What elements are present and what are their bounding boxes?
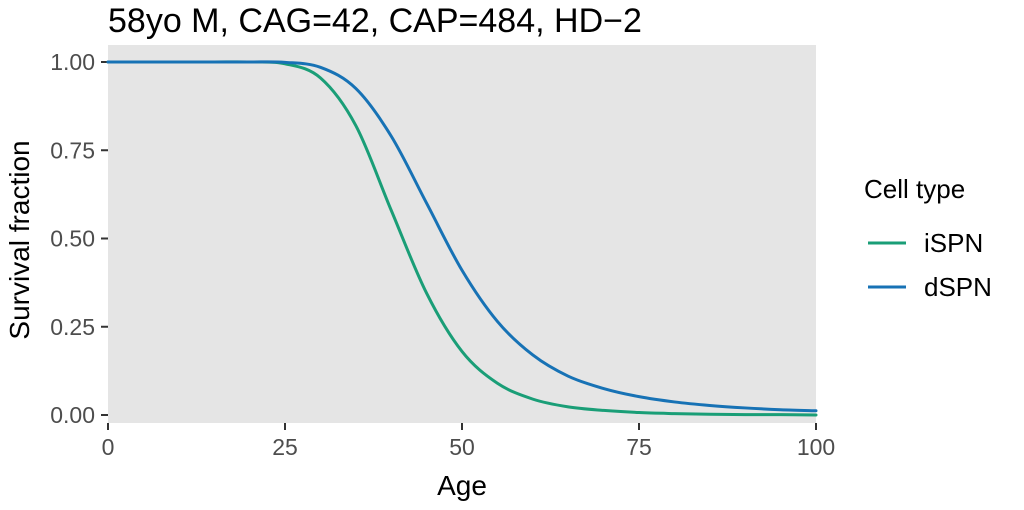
series-line-dspn — [106, 60, 818, 413]
y-axis-title: Survival fraction — [4, 140, 35, 339]
plot-panel — [108, 45, 816, 423]
x-tick-label: 25 — [272, 434, 298, 460]
series-lines — [106, 60, 818, 417]
x-tick-label: 75 — [626, 434, 652, 460]
x-tick-label: 0 — [102, 434, 115, 460]
x-tick-label: 100 — [797, 434, 835, 460]
y-tick-label: 0.00 — [50, 402, 95, 428]
x-tick-label: 50 — [449, 434, 475, 460]
x-axis: 0 25 50 75 100 — [102, 423, 835, 460]
legend-title: Cell type — [864, 174, 965, 204]
y-tick-label: 1.00 — [50, 49, 95, 75]
y-tick-label: 0.50 — [50, 226, 95, 252]
y-tick-label: 0.25 — [50, 314, 95, 340]
y-tick-label: 0.75 — [50, 137, 95, 163]
x-axis-title: Age — [437, 470, 487, 501]
legend-label-ispn: iSPN — [924, 228, 983, 258]
y-axis: 0.00 0.25 0.50 0.75 1.00 — [50, 49, 108, 428]
legend-label-dspn: dSPN — [924, 272, 992, 302]
legend: Cell type iSPN dSPN — [864, 174, 992, 302]
chart-title: 58yo M, CAG=42, CAP=484, HD−2 — [108, 2, 642, 40]
